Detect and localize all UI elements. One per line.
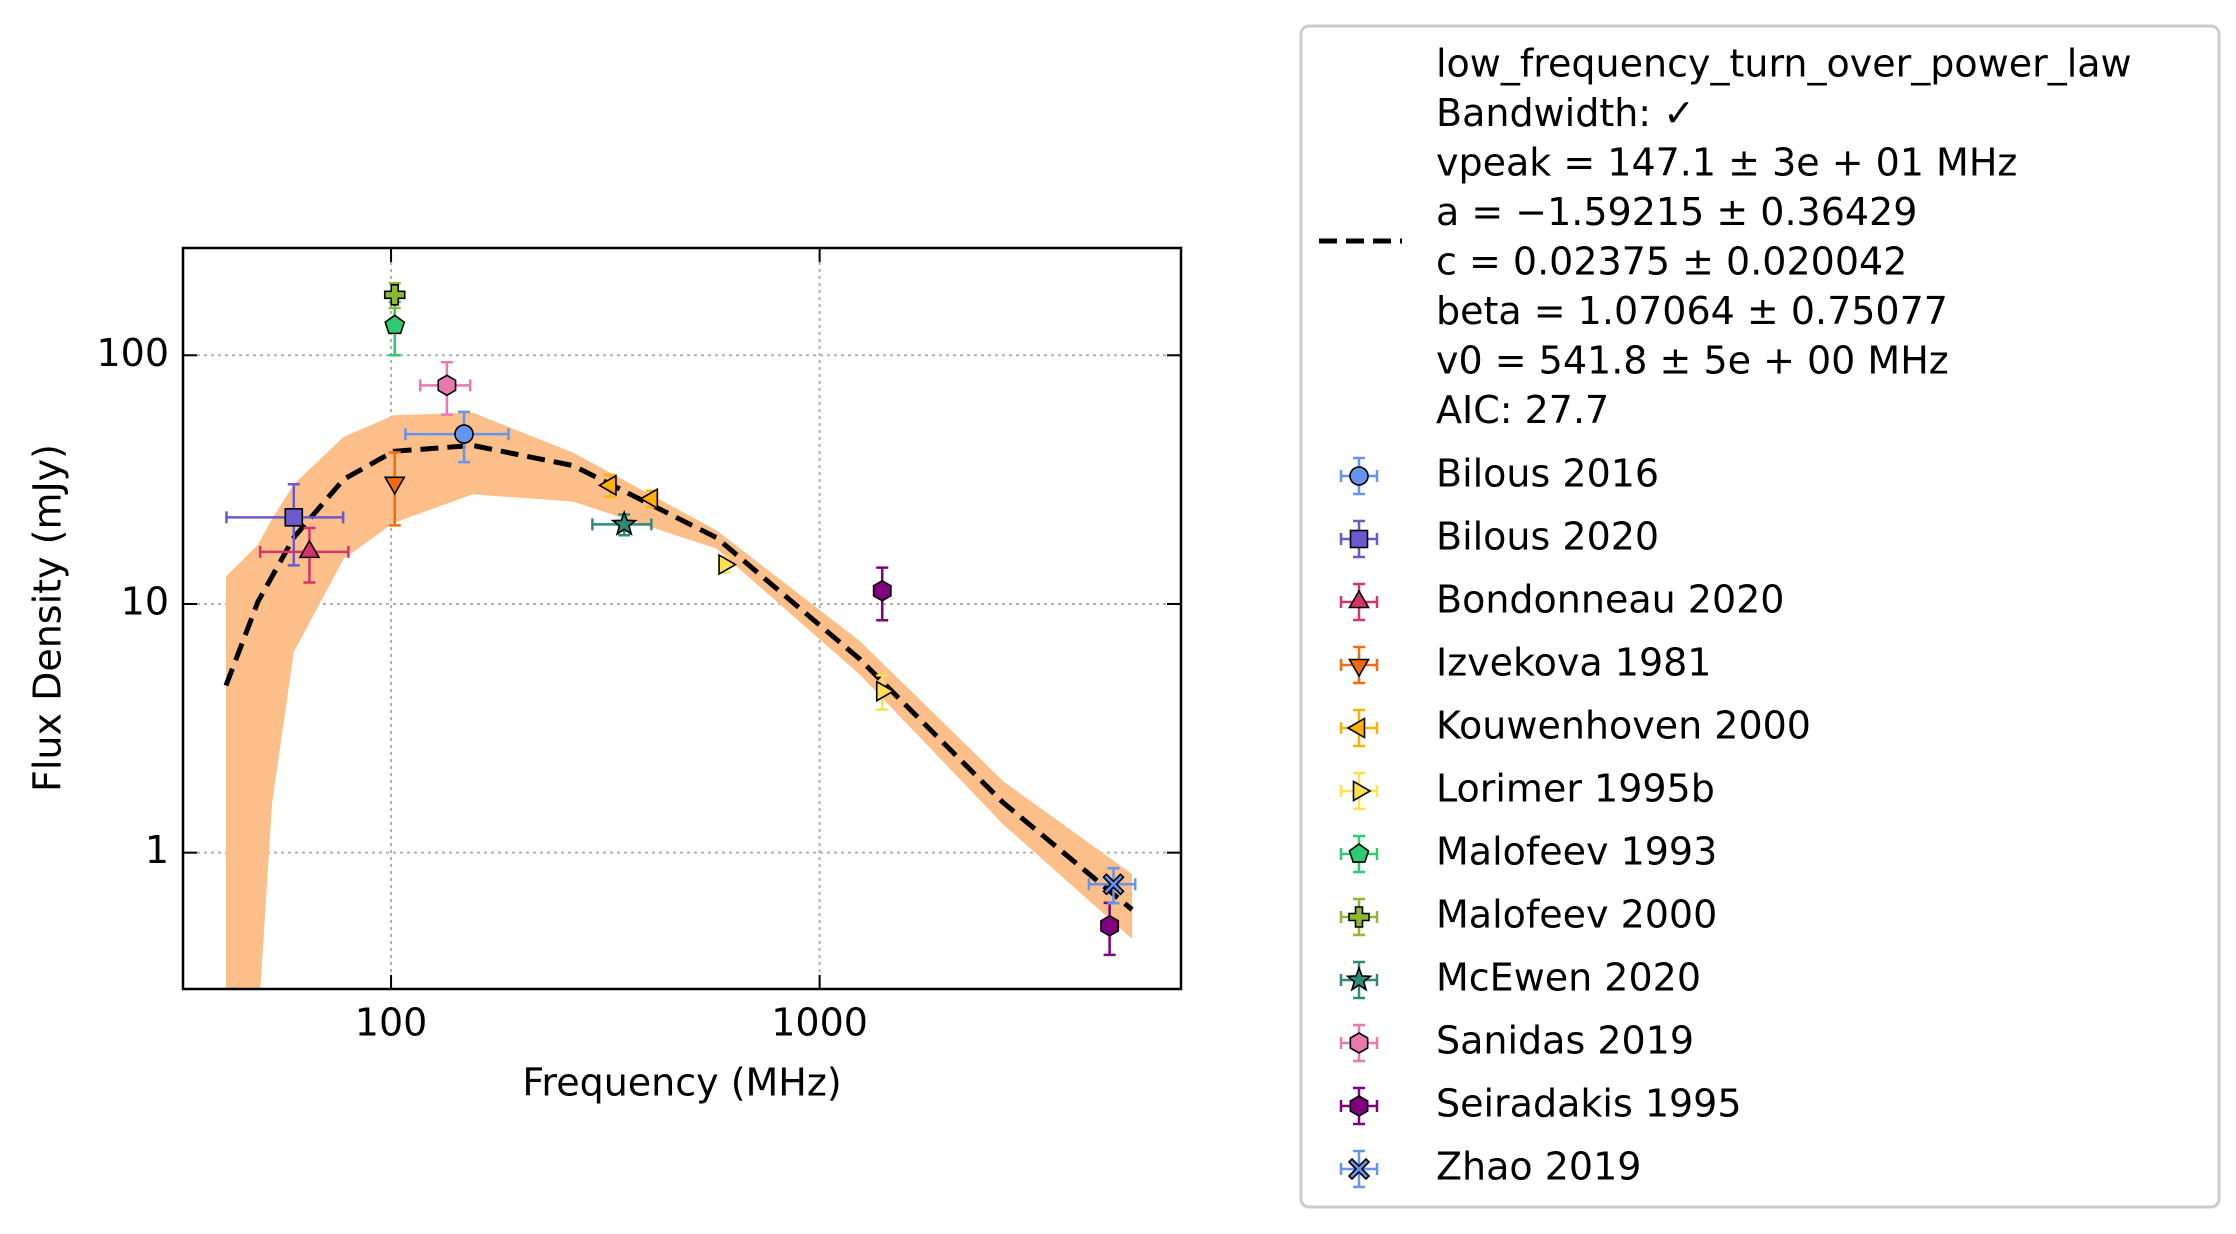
legend-label: Kouwenhoven 2000 [1436,704,1811,748]
marker [1102,873,1125,896]
legend-marker [1349,1032,1369,1054]
legend-label: Zhao 2019 [1436,1145,1641,1189]
marker [872,579,892,602]
marker [1100,914,1120,937]
legend-label: Lorimer 1995b [1436,767,1715,811]
legend-marker [1348,906,1370,928]
legend-label: Izvekova 1981 [1436,641,1711,685]
fit-line [223,442,1134,912]
x-tick-label: 1000 [771,1001,868,1045]
marker [597,474,617,497]
legend-marker [1352,780,1372,802]
confidence-band [226,412,1133,989]
marker [875,680,895,703]
legend-label: Sanidas 2019 [1436,1019,1694,1063]
legend-label: Malofeev 2000 [1436,893,1717,937]
legend-label: AIC: 27.7 [1436,388,1609,432]
legend-label: Bilous 2016 [1436,452,1659,496]
marker [383,476,406,496]
marker [454,424,474,444]
legend-marker [1349,1095,1369,1117]
legend-label: Malofeev 1993 [1436,830,1717,874]
legend-label: McEwen 2020 [1436,956,1701,1000]
y-tick-label: 100 [96,331,169,375]
legend-label: c = 0.02375 ± 0.020042 [1436,240,1907,284]
legend-label: v0 = 541.8 ± 5e + 00 MHz [1436,339,1949,383]
marker [718,553,738,576]
legend-box [1299,24,2221,1209]
legend-label: a = −1.59215 ± 0.36429 [1436,190,1917,234]
marker [610,510,638,536]
legend-marker [1347,1157,1371,1181]
legend-label: low_frequency_turn_over_power_law [1436,42,2132,86]
marker [284,508,304,527]
legend-marker [1348,658,1370,678]
marker [383,284,406,306]
plot-frame [181,246,1183,991]
y-axis-label: Flux Density (mJy) [26,444,70,792]
marker [639,487,659,510]
legend-marker [1345,965,1373,992]
legend-label: Bandwidth: ✓ [1436,91,1695,135]
y-tick-label: 1 [145,828,169,872]
legend-marker [1346,717,1366,739]
legend-marker [1349,466,1369,486]
x-tick-label: 100 [355,1001,428,1045]
legend-label: Seiradakis 1995 [1436,1082,1742,1126]
marker [384,314,406,335]
marker [437,374,457,397]
legend-marker [1349,529,1369,549]
legend-label: Bondonneau 2020 [1436,578,1784,622]
x-axis-label: Frequency (MHz) [522,1061,841,1105]
marker [298,539,321,559]
legend-marker [1348,589,1370,609]
legend-label: Bilous 2020 [1436,515,1659,559]
legend-label: vpeak = 147.1 ± 3e + 01 MHz [1436,141,2017,185]
legend-label: beta = 1.07064 ± 0.75077 [1436,289,1948,333]
legend-marker [1348,843,1370,863]
y-tick-label: 10 [121,579,169,623]
